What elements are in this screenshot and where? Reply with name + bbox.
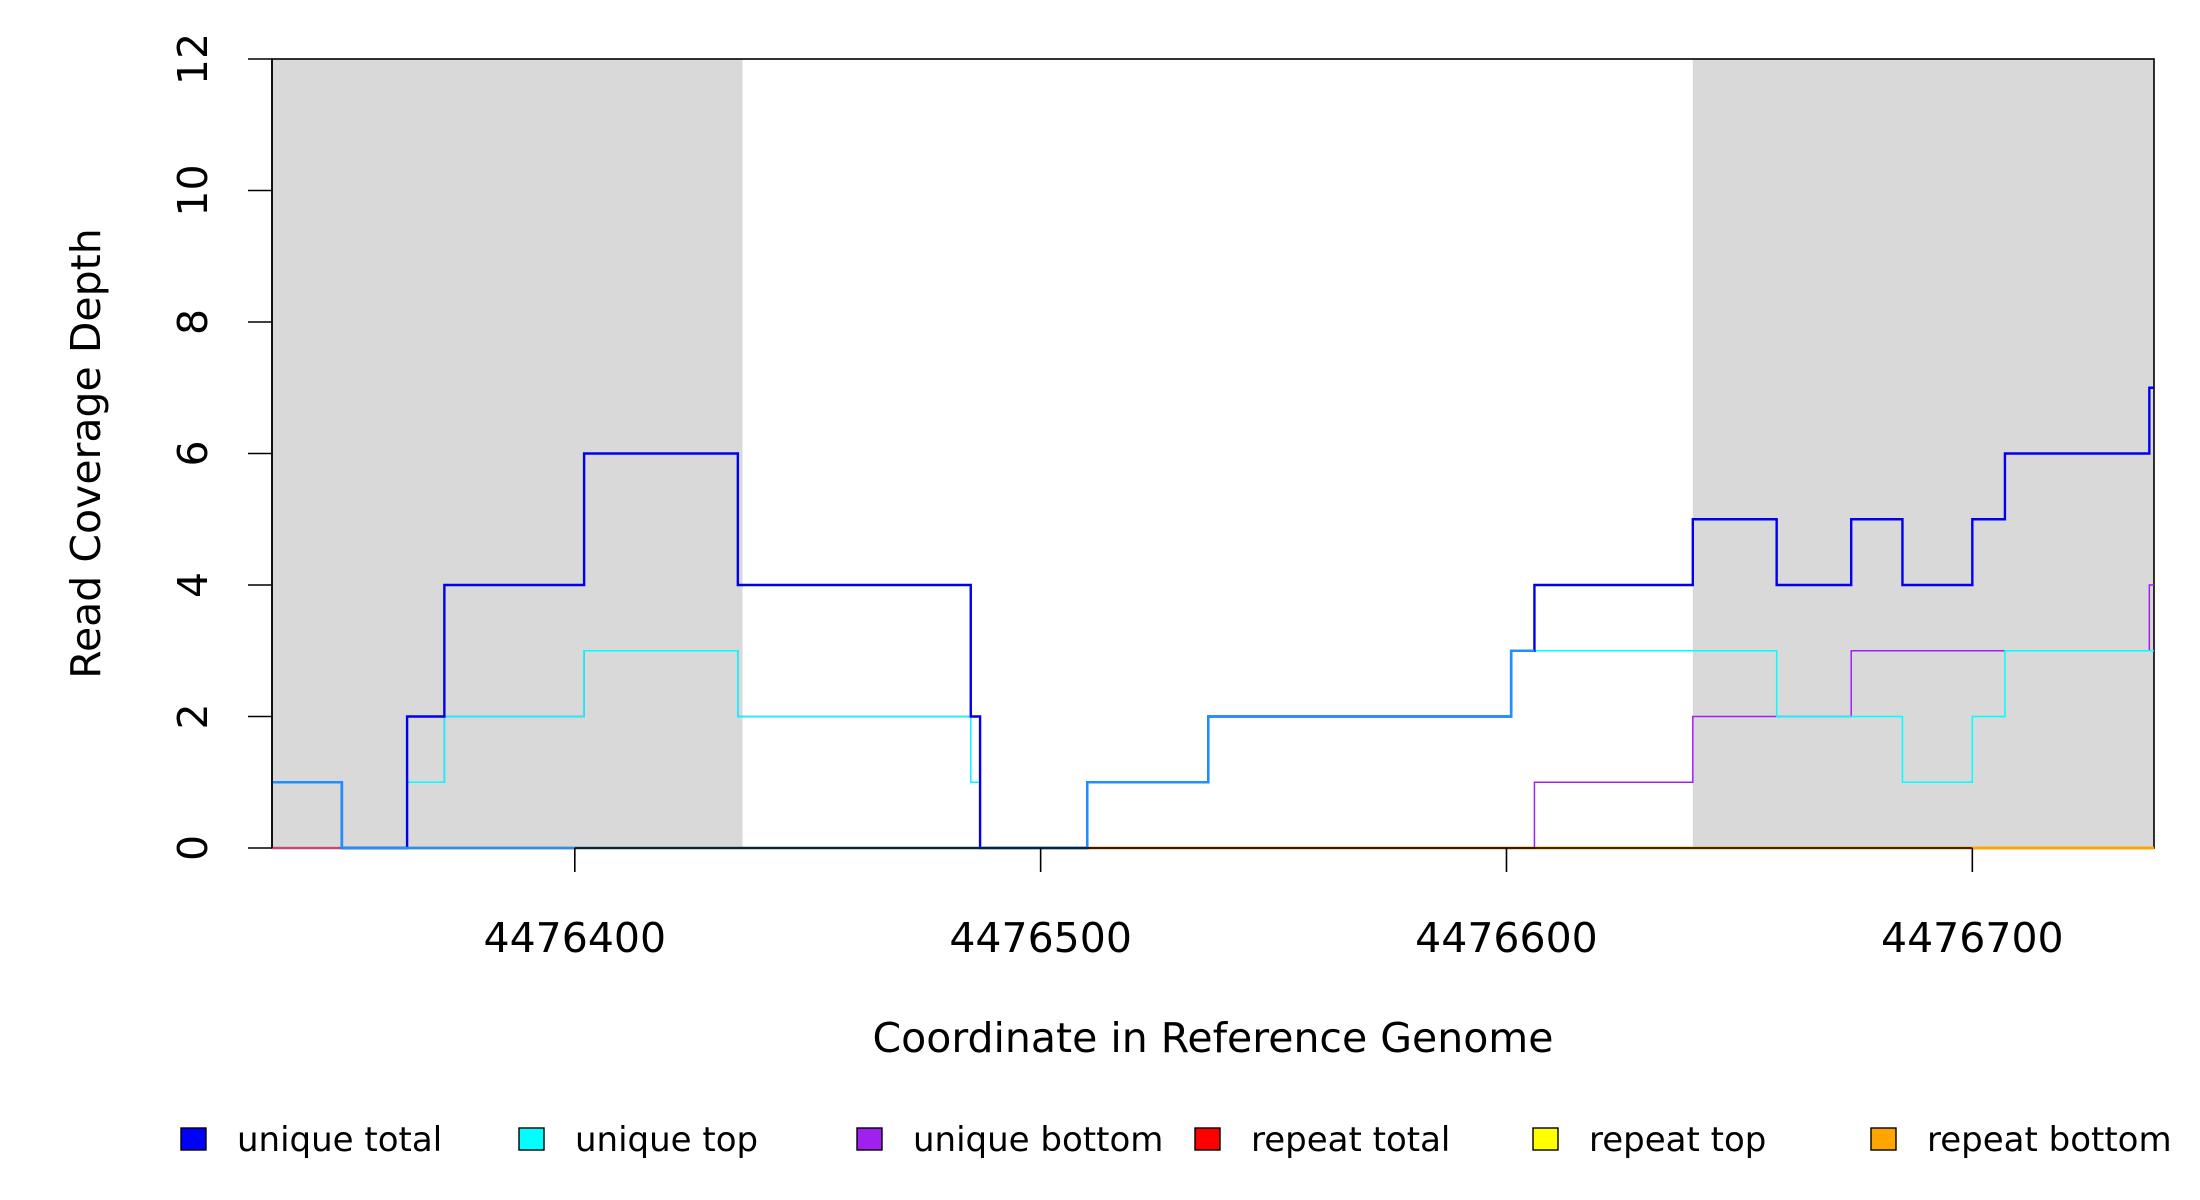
y-tick-label: 0 (169, 835, 217, 861)
x-tick-label: 4476700 (1881, 914, 2064, 962)
legend-swatch-unique-bottom (856, 1127, 883, 1151)
legend-swatch-repeat-top (1532, 1127, 1559, 1151)
legend-swatch-repeat-bottom (1870, 1127, 1897, 1151)
y-tick-label: 12 (169, 33, 217, 85)
legend-label-repeat-top: repeat top (1589, 1120, 1766, 1160)
y-tick-label: 4 (169, 572, 217, 598)
legend-label-repeat-bottom: repeat bottom (1927, 1120, 2172, 1160)
shaded-regions (272, 59, 2154, 848)
legend-swatch-unique-total (180, 1127, 207, 1151)
y-tick-label: 8 (169, 309, 217, 335)
y-tick-label: 6 (169, 440, 217, 466)
legend-label-unique-bottom: unique bottom (913, 1120, 1163, 1160)
legend-label-repeat-total: repeat total (1251, 1120, 1450, 1160)
x-tick-label: 4476500 (949, 914, 1132, 962)
y-tick-label: 2 (169, 703, 217, 729)
series-unique-shared (272, 649, 1535, 850)
x-tick-label: 4476400 (483, 914, 666, 962)
legend-swatch-unique-top (518, 1127, 545, 1151)
y-tick-label: 10 (169, 164, 217, 216)
legend-label-unique-total: unique total (237, 1120, 442, 1160)
x-tick-label: 4476600 (1415, 914, 1598, 962)
x-axis: 4476400 4476500 4476600 4476700 (483, 847, 2064, 962)
y-axis: 0 2 4 6 8 10 12 (169, 33, 273, 861)
x-axis-label: Coordinate in Reference Genome (873, 1014, 1554, 1062)
legend-label-unique-top: unique top (575, 1120, 758, 1160)
y-axis-label: Read Coverage Depth (62, 228, 110, 678)
legend-swatch-repeat-total (1194, 1127, 1221, 1151)
legend: unique total unique top unique bottom repea… (180, 1120, 2172, 1160)
